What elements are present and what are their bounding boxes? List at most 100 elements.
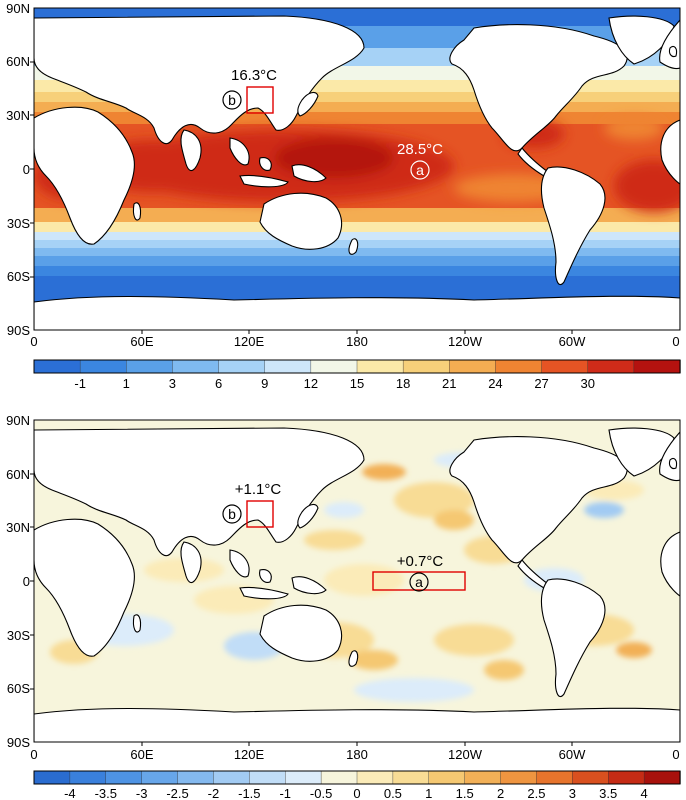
lat-tick: 60S: [7, 269, 30, 284]
colorbar-cell: [172, 359, 220, 374]
lat-tick: 0: [23, 162, 30, 177]
colorbar-label: 6: [215, 376, 222, 391]
colorbar-cell: [69, 770, 107, 785]
lon-tick: 60W: [559, 747, 586, 762]
colorbar-cell: [449, 359, 497, 374]
lon-tick: 60E: [130, 747, 153, 762]
colorbar-label: -3.5: [95, 786, 117, 800]
colorbar-cell: [79, 359, 127, 374]
colorbar-label: 12: [304, 376, 318, 391]
lat-tick: 90S: [7, 735, 30, 750]
colorbar-label: 18: [396, 376, 410, 391]
colorbar-label: -1: [74, 376, 86, 391]
annotation-value: 28.5°C: [397, 141, 443, 158]
top-lon-axis: 0 60E 120E 180 120W 60W 0: [30, 334, 679, 349]
colorbar-cell: [464, 770, 502, 785]
colorbar-label: 30: [580, 376, 594, 391]
colorbar-label: 2.5: [527, 786, 545, 800]
annotation-letter: a: [415, 574, 423, 590]
lat-tick: 30N: [6, 520, 30, 535]
colorbar-label: -1: [279, 786, 291, 800]
region-box: [246, 500, 274, 528]
colorbar-cell: [500, 770, 538, 785]
annotation-value: 16.3°C: [231, 67, 277, 84]
annotation-b-top: 16.3°C b: [222, 67, 277, 114]
colorbar-labels: -4 -3.5 -3 -2.5 -2 -1.5 -1 -0.5 0 0.5 1 1.5 2 2.5 3 3.5…: [64, 786, 648, 800]
bottom-tick-marks: [30, 473, 573, 746]
lon-tick: 180: [346, 334, 368, 349]
lon-tick: 0: [30, 334, 37, 349]
colorbar-cell: [33, 359, 81, 374]
colorbar-label: -3: [136, 786, 148, 800]
colorbar-label: -1.5: [238, 786, 260, 800]
colorbar-cell: [264, 359, 312, 374]
lon-tick: 120W: [448, 334, 483, 349]
colorbar-label: -4: [64, 786, 76, 800]
colorbar-cell: [495, 359, 543, 374]
annotation-value: +0.7°C: [397, 553, 444, 570]
colorbar-cell: [141, 770, 179, 785]
colorbar-label: 2: [497, 786, 504, 800]
colorbar-cell: [33, 770, 71, 785]
annotation-circle: [222, 504, 242, 524]
colorbar-cell: [587, 359, 635, 374]
colorbar-label: 3.5: [599, 786, 617, 800]
sst-climatology-map: [33, 7, 681, 331]
colorbar-cell: [392, 770, 430, 785]
annotation-value: +1.1°C: [235, 481, 282, 498]
colorbar-cell: [536, 770, 574, 785]
colorbar-cell: [310, 359, 358, 374]
colorbar-cell: [356, 770, 394, 785]
region-box: [372, 571, 466, 591]
lat-tick: 30S: [7, 216, 30, 231]
bottom-colorbar: -4 -3.5 -3 -2.5 -2 -1.5 -1 -0.5 0 0.5 1 1.5 2 2.5 3 3.5…: [33, 770, 681, 800]
lon-tick: 0: [30, 747, 37, 762]
bottom-lon-axis: 0 60E 120E 180 120W 60W 0: [30, 747, 679, 762]
lon-tick: 180: [346, 747, 368, 762]
colorbar-cell: [320, 770, 358, 785]
annotation-letter: b: [228, 506, 236, 522]
colorbar-label: 24: [488, 376, 502, 391]
lat-tick: 0: [23, 574, 30, 589]
annotation-circle: [409, 572, 429, 592]
colorbar-label: -0.5: [310, 786, 332, 800]
colorbar-label: 0.5: [384, 786, 402, 800]
lat-tick: 90N: [6, 1, 30, 16]
colorbar-label: 0: [353, 786, 360, 800]
colorbar-cells: [33, 770, 681, 785]
colorbar-cells: [33, 359, 681, 374]
lon-tick: 0: [672, 334, 679, 349]
colorbar-labels: -1 1 3 6 9 12 15 18 21 24 27 30: [74, 376, 595, 391]
colorbar-cell: [356, 359, 404, 374]
colorbar-cell: [285, 770, 322, 785]
annotation-letter: a: [416, 162, 424, 178]
colorbar-cell: [177, 770, 215, 785]
colorbar-label: 21: [442, 376, 456, 391]
annotation-circle: [222, 90, 242, 110]
colorbar-cell: [428, 770, 466, 785]
colorbar-cell: [541, 359, 589, 374]
colorbar-label: 9: [261, 376, 268, 391]
lon-tick: 120E: [234, 747, 265, 762]
colorbar-cell: [213, 770, 251, 785]
colorbar-cell: [402, 359, 450, 374]
colorbar-label: 27: [534, 376, 548, 391]
annotation-a-bottom: +0.7°C a: [372, 553, 466, 592]
lat-tick: 30S: [7, 628, 30, 643]
top-colorbar: -1 1 3 6 9 12 15 18 21 24 27 30: [33, 359, 681, 391]
colorbar-label: 3: [569, 786, 576, 800]
annotation-b-bottom: +1.1°C b: [222, 481, 282, 528]
lon-tick: 120E: [234, 334, 265, 349]
annotation-letter: b: [228, 92, 236, 108]
annotation-circle: [410, 160, 430, 180]
colorbar-cell: [633, 359, 681, 374]
bottom-lat-axis: 90N 60N 30N 0 30S 60S 90S: [6, 413, 30, 750]
lat-tick: 60N: [6, 467, 30, 482]
colorbar-label: 4: [640, 786, 647, 800]
lat-tick: 60S: [7, 681, 30, 696]
lat-tick: 90N: [6, 413, 30, 428]
top-tick-marks: [30, 61, 573, 334]
lat-tick: 90S: [7, 323, 30, 338]
lon-tick: 120W: [448, 747, 483, 762]
lon-tick: 60E: [130, 334, 153, 349]
